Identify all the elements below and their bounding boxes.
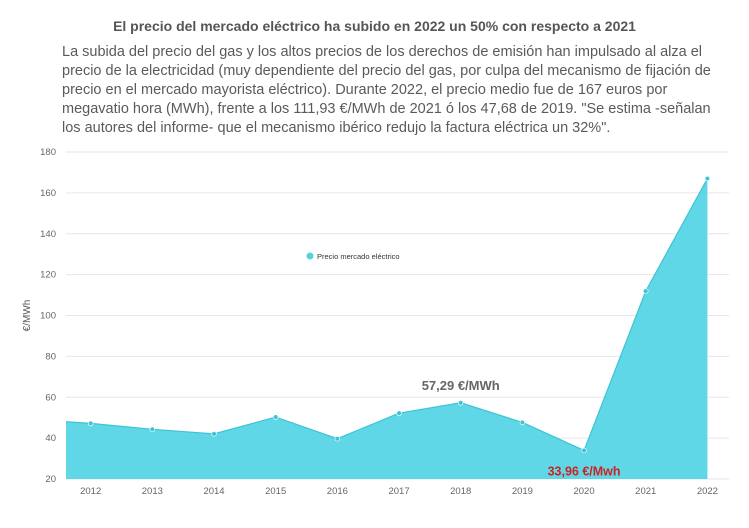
data-point[interactable] bbox=[396, 410, 402, 416]
chart-title: El precio del mercado eléctrico ha subid… bbox=[113, 18, 636, 34]
annotations: 57,29 €/MWh 33,96 €/Mwh bbox=[422, 378, 621, 479]
x-tick-label: 2014 bbox=[203, 486, 224, 497]
x-tick-label: 2019 bbox=[512, 486, 533, 497]
y-tick-label: 60 bbox=[45, 392, 56, 403]
data-point[interactable] bbox=[581, 447, 587, 454]
data-point[interactable] bbox=[272, 414, 279, 420]
y-tick-label: 180 bbox=[40, 147, 56, 158]
x-tick-label: 2016 bbox=[327, 486, 348, 497]
area-fill bbox=[66, 178, 708, 479]
data-point[interactable] bbox=[211, 431, 217, 437]
x-axis-ticks: 2012 2013 2014 2015 2016 2017 2018 2019 2020 2021… bbox=[80, 486, 718, 497]
y-axis-ticks: 20 40 60 80 100 120 140 160 180 bbox=[40, 147, 56, 485]
data-point[interactable] bbox=[87, 420, 94, 427]
y-tick-label: 120 bbox=[40, 270, 56, 281]
series-line bbox=[65, 178, 708, 452]
y-tick-label: 160 bbox=[40, 188, 56, 199]
data-point[interactable] bbox=[704, 175, 711, 182]
y-axis-label: €/MWh bbox=[22, 300, 33, 332]
x-tick-label: 2017 bbox=[388, 486, 409, 497]
x-tick-label: 2012 bbox=[80, 486, 101, 497]
data-point[interactable] bbox=[149, 426, 156, 433]
x-tick-label: 2018 bbox=[450, 486, 471, 497]
x-tick-label: 2021 bbox=[635, 486, 656, 497]
x-tick-label: 2015 bbox=[265, 486, 286, 497]
y-tick-label: 40 bbox=[45, 433, 56, 444]
chart-subtitle: La subida del precio del gas y los altos… bbox=[62, 44, 711, 136]
data-point[interactable] bbox=[519, 419, 526, 426]
y-tick-label: 140 bbox=[40, 229, 56, 240]
data-points[interactable] bbox=[87, 175, 711, 454]
x-tick-label: 2022 bbox=[697, 486, 718, 497]
data-point[interactable] bbox=[334, 436, 341, 442]
legend[interactable]: Precio mercado eléctrico bbox=[306, 252, 400, 261]
y-tick-label: 80 bbox=[45, 351, 56, 362]
y-tick-label: 20 bbox=[45, 474, 56, 485]
data-label: 33,96 €/Mwh bbox=[548, 464, 621, 478]
x-tick-label: 2013 bbox=[142, 486, 163, 497]
data-label: 57,29 €/MWh bbox=[422, 378, 500, 393]
y-tick-label: 100 bbox=[40, 311, 56, 322]
data-point[interactable] bbox=[458, 400, 464, 406]
legend-marker-icon bbox=[306, 252, 314, 260]
series-area bbox=[65, 178, 708, 479]
x-tick-label: 2020 bbox=[573, 486, 594, 497]
data-point[interactable] bbox=[643, 288, 649, 294]
legend-label: Precio mercado eléctrico bbox=[317, 252, 400, 261]
